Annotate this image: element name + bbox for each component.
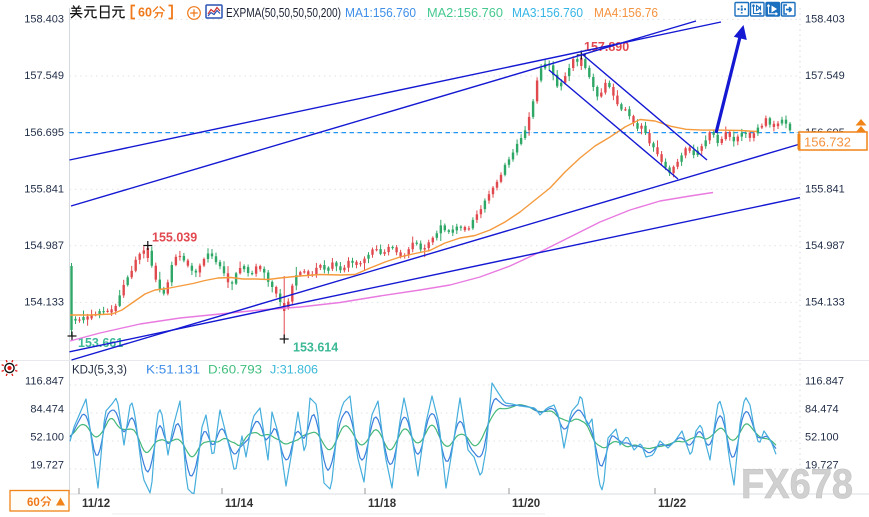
svg-text:155.841: 155.841 [805, 183, 845, 195]
svg-text:52.100: 52.100 [30, 432, 64, 444]
svg-text:153.661: 153.661 [78, 336, 123, 350]
svg-text:EXPMA(50,50,50,50,200): EXPMA(50,50,50,50,200) [226, 5, 341, 20]
svg-text:84.474: 84.474 [805, 404, 839, 416]
svg-text:154.987: 154.987 [24, 240, 64, 252]
svg-text:KDJ(5,3,3): KDJ(5,3,3) [72, 365, 127, 377]
svg-text:MA2:156.760: MA2:156.760 [427, 5, 503, 20]
svg-text:11/20: 11/20 [512, 498, 540, 510]
svg-text:D:60.793: D:60.793 [208, 365, 262, 377]
svg-text:157.549: 157.549 [24, 70, 64, 82]
svg-text:156.695: 156.695 [24, 127, 64, 139]
svg-text:J:31.806: J:31.806 [270, 365, 318, 377]
svg-text:MA4:156.76: MA4:156.76 [594, 5, 658, 20]
svg-text:11/14: 11/14 [225, 498, 254, 510]
svg-text:60: 60 [138, 6, 152, 20]
svg-text:155.841: 155.841 [24, 183, 64, 195]
svg-text:11/18: 11/18 [368, 498, 397, 510]
svg-text:60: 60 [27, 497, 40, 509]
svg-text:154.133: 154.133 [24, 297, 64, 309]
svg-text:11/12: 11/12 [82, 498, 110, 510]
svg-text:11/22: 11/22 [658, 498, 686, 510]
svg-text:FX678: FX678 [741, 460, 853, 507]
svg-text:116.847: 116.847 [25, 376, 64, 388]
svg-text:52.100: 52.100 [805, 432, 839, 444]
svg-text:154.133: 154.133 [805, 297, 845, 309]
svg-text:158.403: 158.403 [805, 14, 845, 26]
svg-text:MA3:156.760: MA3:156.760 [512, 5, 583, 20]
svg-text:158.403: 158.403 [24, 14, 64, 26]
svg-text:K:51.131: K:51.131 [146, 365, 200, 377]
svg-text:19.727: 19.727 [805, 460, 839, 472]
svg-text:156.732: 156.732 [804, 135, 851, 150]
svg-text:155.039: 155.039 [152, 231, 197, 245]
svg-text:MA1:156.760: MA1:156.760 [345, 5, 416, 20]
svg-text:153.614: 153.614 [293, 341, 338, 355]
svg-text:84.474: 84.474 [30, 404, 64, 416]
svg-text:154.987: 154.987 [805, 240, 845, 252]
svg-text:157.549: 157.549 [805, 70, 845, 82]
svg-text:19.727: 19.727 [30, 460, 64, 472]
svg-text:116.847: 116.847 [805, 376, 844, 388]
